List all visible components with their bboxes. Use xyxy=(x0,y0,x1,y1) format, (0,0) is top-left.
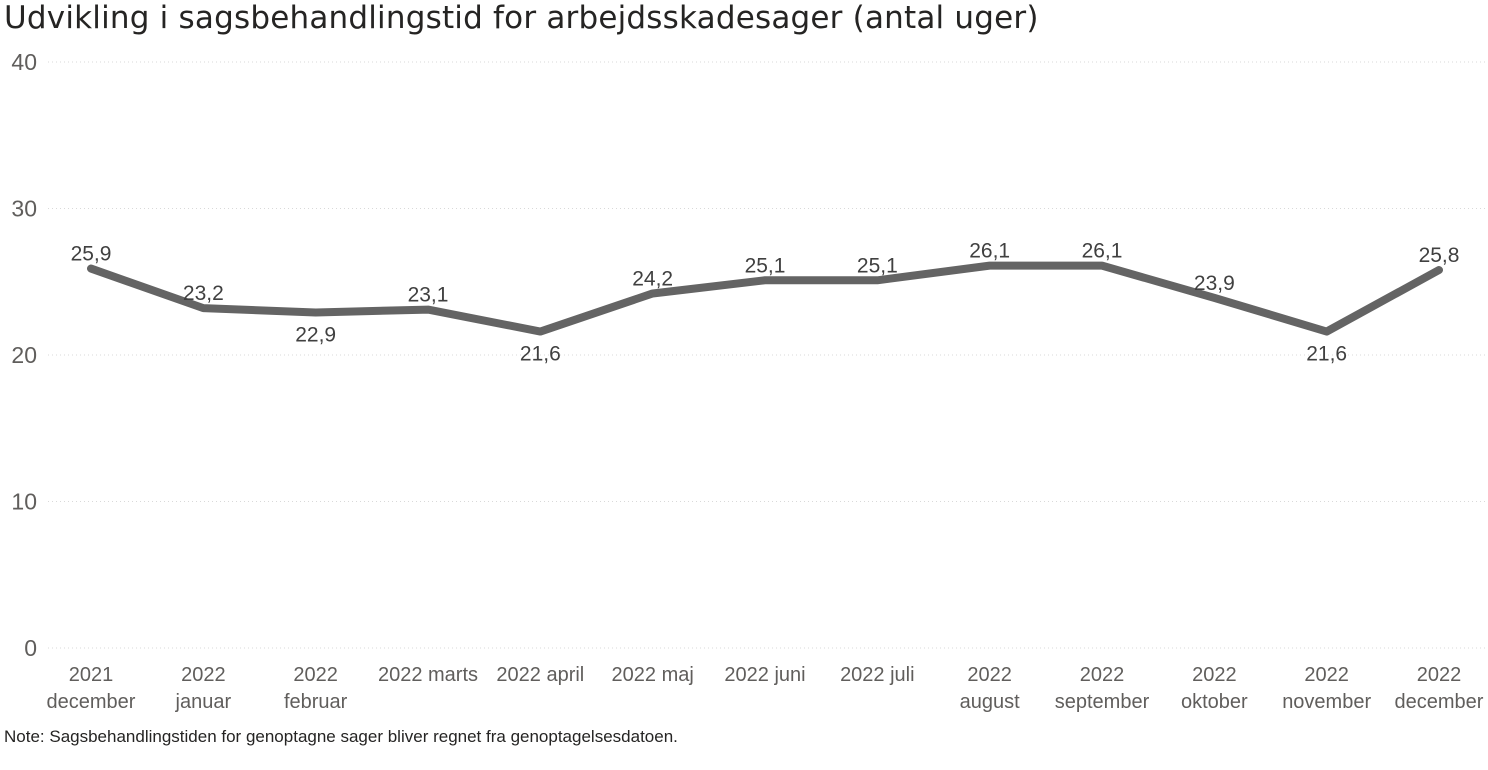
data-point xyxy=(652,292,654,294)
x-tick-label: 2022 xyxy=(1192,664,1237,686)
chart-title: Udvikling i sagsbehandlingstid for arbej… xyxy=(4,0,1039,36)
data-label: 22,9 xyxy=(295,324,336,347)
data-point xyxy=(876,279,878,281)
x-tick-label: november xyxy=(1282,691,1371,713)
x-tick-label: 2022 maj xyxy=(612,664,694,686)
x-tick-label: 2022 april xyxy=(496,664,584,686)
x-tick-label: februar xyxy=(284,691,348,713)
data-labels: 25,9 23,2 22,9 23,1 21,6 24,2 25,1 25,1 26,1 26,1… xyxy=(71,240,1460,366)
x-tick-label: december xyxy=(1395,691,1484,713)
data-point xyxy=(764,279,766,281)
series-line-layer xyxy=(87,261,1443,336)
x-tick-label: 2022 juli xyxy=(840,664,915,686)
y-tick-label: 40 xyxy=(11,49,37,75)
data-label: 24,2 xyxy=(632,267,673,290)
x-tick-label: 2021 xyxy=(69,664,114,686)
data-label: 25,9 xyxy=(71,243,112,266)
x-tick-label: 2022 juni xyxy=(724,664,805,686)
y-tick-label: 30 xyxy=(11,196,37,222)
x-tick-label: 2022 xyxy=(1080,664,1125,686)
data-point xyxy=(1438,269,1440,271)
x-tick-label: 2022 xyxy=(967,664,1012,686)
x-tick-label: august xyxy=(960,691,1020,713)
data-point xyxy=(1101,265,1103,267)
x-tick-label: september xyxy=(1055,691,1150,713)
chart-note: Note: Sagsbehandlingstiden for genoptagn… xyxy=(4,727,678,746)
x-tick-label: januar xyxy=(175,691,232,713)
y-axis-ticks: 0 10 20 30 40 xyxy=(11,49,37,661)
data-label: 26,1 xyxy=(1082,240,1123,263)
data-label: 21,6 xyxy=(1306,343,1347,366)
data-label: 21,6 xyxy=(520,343,561,366)
x-tick-label: december xyxy=(47,691,136,713)
data-label: 23,9 xyxy=(1194,272,1235,295)
x-tick-label: 2022 xyxy=(1417,664,1462,686)
y-tick-label: 0 xyxy=(24,635,37,661)
x-axis-ticks: 2021 december 2022 januar 2022 februar 2022 ma… xyxy=(47,664,1484,713)
data-point xyxy=(539,331,541,333)
y-tick-label: 20 xyxy=(11,342,37,368)
x-tick-label: 2022 xyxy=(293,664,338,686)
data-point xyxy=(1326,331,1328,333)
data-point xyxy=(315,312,317,314)
data-point xyxy=(1213,297,1215,299)
data-point xyxy=(427,309,429,311)
x-tick-label: 2022 xyxy=(181,664,226,686)
data-label: 25,8 xyxy=(1419,244,1460,267)
data-point xyxy=(90,268,92,270)
data-point xyxy=(202,307,204,309)
gridlines xyxy=(48,61,1488,649)
x-tick-label: 2022 marts xyxy=(378,664,478,686)
x-tick-label: oktober xyxy=(1181,691,1248,713)
data-label: 25,1 xyxy=(745,254,786,277)
data-point xyxy=(989,265,991,267)
data-label: 26,1 xyxy=(969,240,1010,263)
data-label: 23,1 xyxy=(408,284,449,307)
data-label: 25,1 xyxy=(857,254,898,277)
x-tick-label: 2022 xyxy=(1304,664,1349,686)
data-label: 23,2 xyxy=(183,282,224,305)
y-tick-label: 10 xyxy=(11,489,37,515)
